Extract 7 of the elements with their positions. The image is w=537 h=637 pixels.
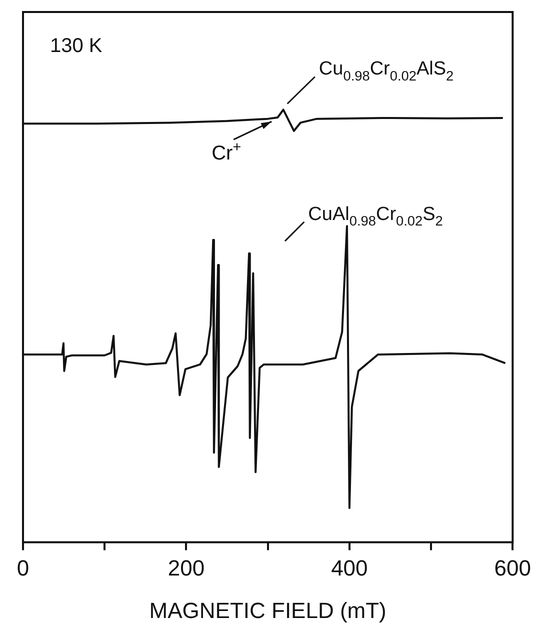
x-tick-label: 200	[168, 555, 205, 580]
x-axis-title: MAGNETIC FIELD (mT)	[149, 598, 386, 623]
x-tick-label: 0	[16, 555, 30, 580]
annotation: Cr+	[212, 140, 242, 165]
text: 130 K	[50, 35, 103, 57]
x-tick-label: 400	[331, 555, 368, 580]
x-tick-label: 600	[494, 555, 532, 580]
